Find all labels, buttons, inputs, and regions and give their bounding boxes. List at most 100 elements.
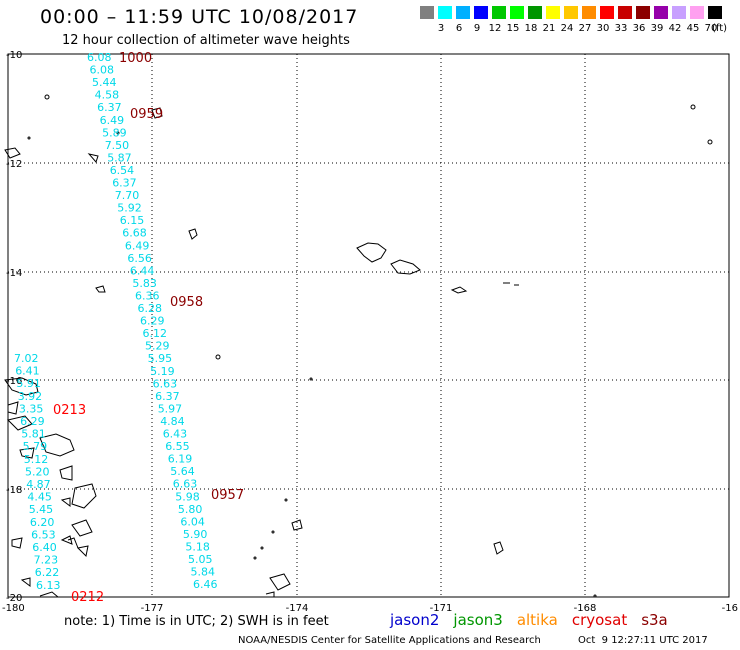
color-legend-swatch [438, 6, 452, 19]
wave-height-value: 6.20 [30, 516, 55, 529]
coast-island [20, 577, 31, 587]
coast-island [707, 139, 713, 145]
wave-height-value: 6.56 [127, 252, 151, 265]
wave-height-value: 7.02 [14, 352, 39, 365]
satellite-legend-item: altika [516, 611, 558, 629]
coast-island [215, 354, 221, 360]
color-legend-unit: (ft) [712, 23, 728, 34]
wave-height-value: 5.80 [178, 503, 203, 516]
wave-height-value: 5.89 [102, 126, 127, 139]
satellite-legend-item: jason2 [390, 611, 440, 629]
wave-height-value: 5.98 [175, 490, 200, 503]
color-legend-label: 21 [542, 23, 556, 34]
wave-height-value: 3.92 [18, 390, 43, 403]
wave-height-value: 6.40 [32, 541, 57, 554]
wave-height-value: 6.29 [140, 315, 165, 328]
wave-height-value: 5.44 [92, 76, 117, 89]
lat-tick-label: -18 [6, 485, 22, 496]
wave-height-value: 5.12 [24, 453, 49, 466]
color-legend-label: 12 [488, 23, 502, 34]
coast-island [4, 147, 21, 159]
color-legend-label: 18 [524, 23, 538, 34]
wave-height-value: 6.08 [87, 51, 112, 64]
color-legend-label: 39 [650, 23, 664, 34]
color-legend-swatch [672, 6, 686, 19]
color-legend-label: 36 [632, 23, 646, 34]
coastlines [4, 94, 713, 598]
wave-height-value: 6.28 [138, 302, 163, 315]
color-legend-label: 3 [437, 23, 445, 34]
coast-island [593, 594, 597, 598]
color-legend-label: 6 [455, 23, 463, 34]
lat-tick-label: -20 [6, 593, 22, 604]
coast-island [71, 483, 97, 509]
lon-tick-label: -180 [2, 603, 25, 614]
wave-height-value: 6.37 [97, 101, 122, 114]
color-legend-swatch [564, 6, 578, 19]
color-legend-label: 45 [686, 23, 700, 34]
lat-tick-label: -14 [6, 268, 22, 279]
footer-note: note: 1) Time is in UTC; 2) SWH is in fe… [64, 614, 329, 629]
color-legend-swatch [690, 6, 704, 19]
wave-height-value: 6.54 [110, 164, 135, 177]
coast-island [493, 541, 504, 555]
wave-height-value: 6.19 [168, 453, 193, 466]
coast-island [690, 104, 696, 110]
lon-tick-label: -177 [141, 603, 164, 614]
coast-island [95, 285, 106, 293]
wave-height-value: 6.43 [163, 428, 188, 441]
altimeter-track-a: 6.086.085.444.586.376.495.897.505.876.54… [87, 51, 218, 591]
map-frame [7, 53, 730, 598]
wave-height-value: 5.29 [145, 340, 170, 353]
coast-island [7, 415, 33, 431]
coast-island [27, 136, 31, 140]
coast-island [4, 377, 39, 396]
wave-height-value: 5.95 [148, 352, 173, 365]
coast-island [390, 259, 421, 275]
color-legend-label: 33 [614, 23, 628, 34]
wave-height-value: 6.63 [153, 377, 178, 390]
satellite-legend-item: s3a [641, 611, 668, 629]
color-legend-swatch [456, 6, 470, 19]
track-time-labels: 1000 0959 0958 0957 0213 0212 [53, 51, 244, 605]
color-legend-swatch [654, 6, 668, 19]
color-legend-swatch [600, 6, 614, 19]
wave-height-value: 5.45 [29, 503, 54, 516]
color-legend-label: 9 [473, 23, 481, 34]
wave-height-value: 7.23 [34, 554, 59, 567]
coast-island [67, 537, 79, 549]
lon-tick-label: -174 [286, 603, 309, 614]
wave-height-value: 6.29 [20, 415, 44, 428]
color-legend-swatch [618, 6, 632, 19]
coast-island [450, 286, 468, 294]
wave-height-value: 5.81 [21, 428, 46, 441]
lat-tick-label: -16 [6, 376, 22, 387]
wave-height-value: 7.70 [115, 189, 140, 202]
color-legend-swatch [546, 6, 560, 19]
wave-height-value: 6.49 [125, 239, 149, 252]
wave-height-value: 5.92 [117, 202, 142, 215]
coast-island [87, 153, 99, 163]
footer-credit: NOAA/NESDIS Center for Satellite Applica… [238, 635, 541, 646]
wave-height-value: 3.35 [19, 402, 44, 415]
wave-height-value: 4.58 [95, 89, 120, 102]
color-legend-label: 24 [560, 23, 574, 34]
coast-island [116, 131, 120, 135]
wave-height-value: 6.37 [155, 390, 180, 403]
track-time-label: 0213 [53, 403, 86, 418]
coast-island [60, 535, 73, 545]
color-legend-label: 15 [506, 23, 520, 34]
wave-height-value: 6.04 [180, 515, 205, 528]
color-legend-swatch [420, 6, 434, 19]
wave-height-value: 5.79 [23, 440, 47, 453]
lon-tick-labels: -180 -177 -174 -171 -168 -16 [2, 603, 738, 614]
track-time-label: 0957 [211, 488, 244, 503]
coast-island [284, 498, 288, 502]
satellite-legend-item: jason3 [453, 611, 503, 629]
wave-height-value: 5.97 [158, 402, 183, 415]
coast-island [59, 465, 73, 481]
map-title: 00:00 – 11:59 UTC 10/08/2017 [40, 6, 359, 28]
color-legend-swatch [582, 6, 596, 19]
coast-island [39, 433, 75, 457]
